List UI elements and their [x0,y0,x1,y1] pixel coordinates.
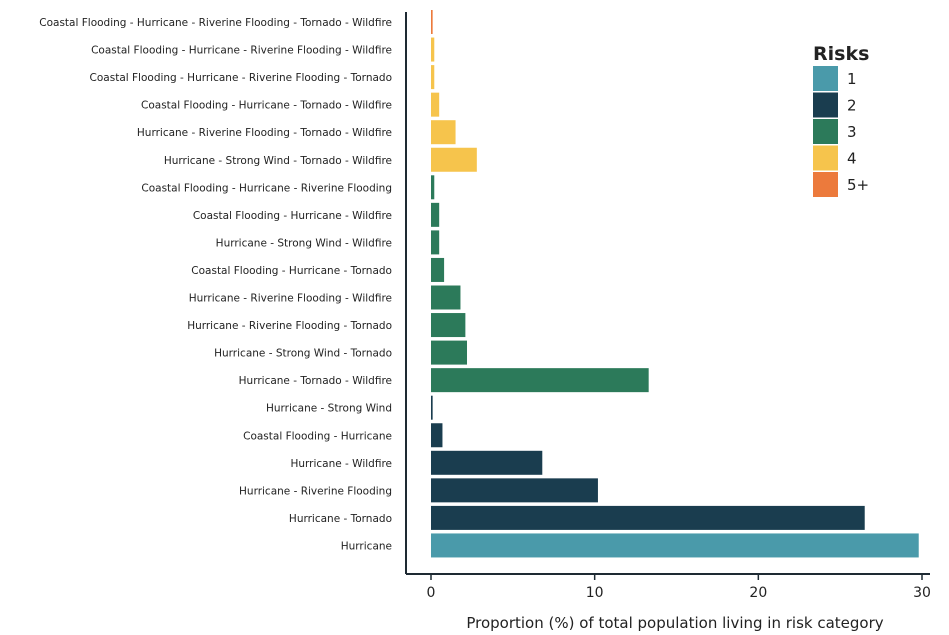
category-label: Coastal Flooding - Hurricane - Wildfire [193,210,392,222]
category-label: Hurricane - Riverine Flooding - Tornado [187,320,392,332]
bar-coastal-flooding-hurricane-tornado-wildfire [431,92,440,117]
legend-label: 2 [847,97,857,115]
category-label: Coastal Flooding - Hurricane - Tornado -… [141,100,392,112]
bar-hurricane-strong-wind-wildfire [431,230,440,255]
bar-hurricane-tornado-wildfire [431,368,649,393]
bar-hurricane [431,533,919,558]
legend-label: 1 [847,70,857,88]
category-label: Coastal Flooding - Hurricane [243,430,392,442]
legend-swatch-2 [813,92,838,118]
category-labels: Hurricane Hurricane - Tornado Hurricane - … [39,17,392,552]
category-label: Hurricane [341,540,392,552]
bar-hurricane-tornado [431,505,865,530]
legend: Risks 1 2 3 4 5+ [813,43,869,197]
legend-label: 3 [847,123,857,141]
legend-label: 5+ [847,176,869,194]
category-label: Coastal Flooding - Hurricane - Riverine … [90,72,392,84]
legend-swatch-3 [813,119,838,144]
x-tick-label: 20 [749,585,767,601]
x-axis-title: Proportion (%) of total population livin… [466,614,883,632]
bar-coastal-flooding-hurricane-riverine-flooding [431,175,435,200]
x-tick-label: 0 [427,585,436,601]
category-label: Coastal Flooding - Hurricane - Riverine … [141,182,392,194]
category-label: Hurricane - Tornado - Wildfire [239,375,392,387]
bar-coastal-flooding-hurricane [431,423,443,448]
bar-coastal-flooding-hurricane-riverine-flooding-tornado-wildfire [431,10,433,34]
category-label: Hurricane - Strong Wind [266,403,392,415]
category-label: Hurricane - Riverine Flooding - Wildfire [189,293,392,305]
bar-hurricane-riverine-flooding-tornado [431,313,466,338]
category-label: Coastal Flooding - Hurricane - Tornado [191,265,392,277]
bar-hurricane-strong-wind-tornado [431,340,468,365]
bar-hurricane-strong-wind-tornado-wildfire [431,147,477,172]
bars-group [431,10,919,558]
category-label: Hurricane - Riverine Flooding - Tornado … [137,127,392,139]
category-label: Hurricane - Strong Wind - Wildfire [216,237,392,249]
bar-coastal-flooding-hurricane-tornado [431,257,445,282]
bar-hurricane-riverine-flooding-wildfire [431,285,461,310]
legend-swatch-5plus [813,172,838,197]
category-label: Hurricane - Riverine Flooding [239,485,392,497]
category-label: Hurricane - Tornado [289,513,392,525]
legend-swatch-1 [813,66,838,91]
x-tick-label: 10 [586,585,604,601]
bar-coastal-flooding-hurricane-riverine-flooding-wildfire [431,37,435,62]
bar-coastal-flooding-hurricane-wildfire [431,202,440,227]
bar-coastal-flooding-hurricane-riverine-flooding-tornado [431,65,435,90]
category-label: Hurricane - Strong Wind - Tornado - Wild… [164,155,392,167]
legend-title: Risks [813,43,869,65]
bar-hurricane-wildfire [431,450,543,475]
category-label: Hurricane - Strong Wind - Tornado [214,348,392,360]
bar-hurricane-strong-wind [431,395,433,420]
bar-hurricane-riverine-flooding-tornado-wildfire [431,120,456,145]
bar-hurricane-riverine-flooding [431,478,598,503]
category-label: Hurricane - Wildfire [290,458,392,470]
x-tick-label: 30 [913,585,931,601]
legend-label: 4 [847,150,857,168]
category-label: Coastal Flooding - Hurricane - Riverine … [39,17,392,29]
category-label: Coastal Flooding - Hurricane - Riverine … [91,45,392,57]
legend-swatch-4 [813,145,838,171]
x-ticks: 0 10 20 30 [427,574,931,601]
